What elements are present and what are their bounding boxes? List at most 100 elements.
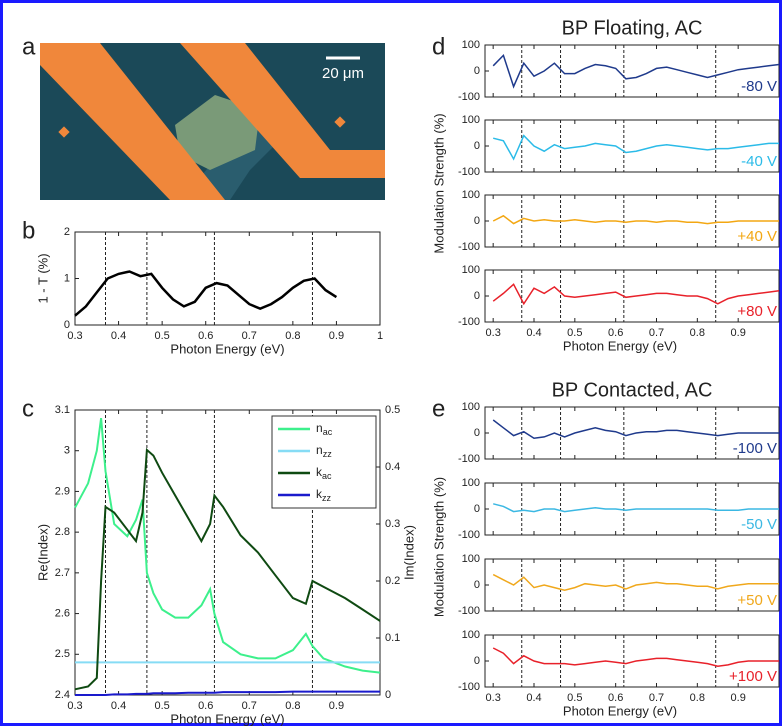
y-tick-label: 100 xyxy=(462,189,480,201)
legend-label: nac xyxy=(316,421,333,437)
panel-label: a xyxy=(22,33,36,60)
y-tick-label: 100 xyxy=(462,39,480,51)
data-line xyxy=(74,447,381,691)
legend-subscript: zz xyxy=(322,493,332,503)
y-tick-label: -100 xyxy=(458,453,480,465)
data-line xyxy=(492,283,780,306)
y-tick-label: 0 xyxy=(64,319,70,331)
y-tick-label: 100 xyxy=(462,264,480,276)
micrograph xyxy=(40,43,385,200)
series-label: +50 V xyxy=(737,592,777,609)
legend-label: kac xyxy=(316,465,332,481)
x-tick-label: 0.3 xyxy=(486,327,501,339)
legend-subscript: zz xyxy=(323,449,333,459)
y-tick-label: -100 xyxy=(458,529,480,541)
y-tick-label: 2 xyxy=(64,226,70,238)
y-tick-label: 0 xyxy=(474,65,480,77)
x-axis-label: Photon Energy (eV) xyxy=(170,341,284,356)
x-tick-label: 0.5 xyxy=(567,327,582,339)
x-axis-label: Photon Energy (eV) xyxy=(170,711,284,726)
x-axis-label: Photon Energy (eV) xyxy=(563,338,677,353)
y-tick-label: 0 xyxy=(474,427,480,439)
series-label: -40 V xyxy=(741,153,777,170)
y-tick-label: 1 xyxy=(64,272,70,284)
x-tick-label: 1 xyxy=(377,330,383,342)
y-tick-label: 2.4 xyxy=(55,689,70,701)
x-tick-label: 0.6 xyxy=(608,692,623,704)
series-label: -80 V xyxy=(741,78,777,95)
legend-name: n xyxy=(316,421,323,435)
legend-subscript: ac xyxy=(323,427,333,437)
y-tick-label: -100 xyxy=(458,241,480,253)
data-line xyxy=(75,690,380,696)
y-tick-label: 2.6 xyxy=(55,607,70,619)
data-line xyxy=(492,419,779,439)
data-line xyxy=(492,53,780,89)
x-tick-label: 0.5 xyxy=(154,700,169,712)
data-line xyxy=(493,134,779,161)
x-tick-label: 0.5 xyxy=(154,330,169,342)
panel-label: d xyxy=(432,33,445,60)
chart-title: BP Contacted, AC xyxy=(552,379,713,401)
plot-frame xyxy=(74,409,381,696)
y-axis-label: Im(Index) xyxy=(401,525,416,580)
y-tick-label: 0.5 xyxy=(385,404,400,416)
panel-label: b xyxy=(22,217,35,244)
legend-name: n xyxy=(316,443,323,457)
data-line xyxy=(492,647,779,667)
y-tick-label: 2.8 xyxy=(55,526,70,538)
y-tick-label: 3.1 xyxy=(55,404,70,416)
y-tick-label: -100 xyxy=(458,91,480,103)
y-tick-label: 100 xyxy=(462,477,480,489)
y-tick-label: 0 xyxy=(474,290,480,302)
series-label: -100 V xyxy=(733,440,777,457)
x-tick-label: 0.9 xyxy=(731,327,746,339)
y-tick-label: 0 xyxy=(385,689,391,701)
x-tick-label: 0.9 xyxy=(731,692,746,704)
x-tick-label: 0.9 xyxy=(329,700,344,712)
panel-label: c xyxy=(22,395,34,422)
x-tick-label: 0.7 xyxy=(242,700,257,712)
y-axis-label: Re(Index) xyxy=(35,524,50,581)
data-line xyxy=(493,503,779,513)
x-tick-label: 0.7 xyxy=(649,692,664,704)
y-tick-label: 0.1 xyxy=(385,632,400,644)
y-tick-label: 100 xyxy=(462,114,480,126)
y-tick-label: 0 xyxy=(474,215,480,227)
y-tick-label: 100 xyxy=(462,553,480,565)
x-tick-label: 0.4 xyxy=(111,330,126,342)
y-tick-label: 0 xyxy=(474,503,480,515)
x-tick-label: 0.6 xyxy=(198,330,213,342)
y-tick-label: 2.5 xyxy=(55,648,70,660)
series-label: +40 V xyxy=(737,228,777,245)
y-tick-label: -100 xyxy=(458,166,480,178)
x-tick-label: 0.3 xyxy=(67,700,82,712)
x-tick-label: 0.4 xyxy=(526,327,541,339)
y-tick-label: 0.4 xyxy=(385,461,400,473)
legend-name: k xyxy=(316,465,323,479)
y-tick-label: 0 xyxy=(474,655,480,667)
data-line xyxy=(74,270,338,317)
x-tick-label: 0.6 xyxy=(198,700,213,712)
x-tick-label: 0.7 xyxy=(242,330,257,342)
legend-subscript: ac xyxy=(322,471,332,481)
x-tick-label: 0.7 xyxy=(649,327,664,339)
x-tick-label: 0.5 xyxy=(567,692,582,704)
data-line xyxy=(74,417,381,674)
x-tick-label: 0.8 xyxy=(285,700,300,712)
y-tick-label: 0 xyxy=(474,579,480,591)
data-line xyxy=(492,214,779,225)
series-label: -50 V xyxy=(741,516,777,533)
y-tick-label: 2.7 xyxy=(55,567,70,579)
y-tick-label: 100 xyxy=(462,401,480,413)
scale-bar-label: 20 μm xyxy=(322,65,364,82)
y-tick-label: -100 xyxy=(458,681,480,693)
y-tick-label: 0 xyxy=(474,140,480,152)
x-tick-label: 0.3 xyxy=(486,692,501,704)
x-axis-label: Photon Energy (eV) xyxy=(563,703,677,718)
y-tick-label: 100 xyxy=(462,629,480,641)
x-tick-label: 0.3 xyxy=(67,330,82,342)
y-tick-label: -100 xyxy=(458,605,480,617)
y-tick-label: 3 xyxy=(64,445,70,457)
